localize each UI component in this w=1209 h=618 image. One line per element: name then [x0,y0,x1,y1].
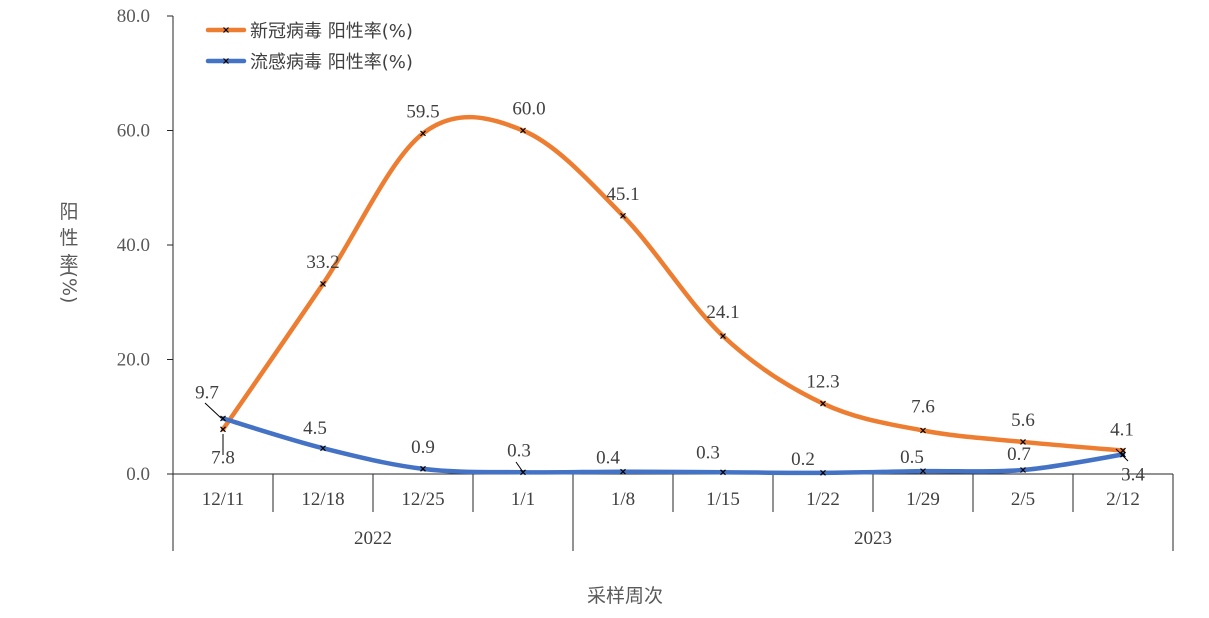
label-leader-line [1115,448,1124,457]
data-point-marker [620,468,626,475]
data-label: 0.2 [791,449,815,470]
legend-label-2: 流感病毒 阳性率(%) [250,52,413,73]
legend-label-1: 新冠病毒 阳性率(%) [250,21,413,42]
data-point-marker [820,469,826,476]
data-point-marker [1020,467,1026,473]
data-label: 24.1 [706,302,739,323]
x-tick-label: 1/22 [806,489,840,510]
x-tick-label: 12/18 [301,489,344,510]
data-point-marker [320,445,326,452]
series-line-1 [220,114,1126,453]
data-label: 59.5 [406,101,439,122]
data-label: 7.6 [911,396,935,417]
x-tick-label: 1/1 [511,489,535,510]
y-tick-label: 40.0 [117,235,150,256]
data-label: 4.1 [1110,420,1134,441]
data-label: 5.6 [1011,410,1035,431]
data-point-marker [220,426,226,433]
data-point-marker [720,469,726,476]
data-label: 12.3 [806,372,839,393]
label-leader-line [204,402,222,419]
data-point-marker [1120,451,1126,458]
data-point-marker [320,281,326,287]
data-label: 0.7 [1007,444,1031,465]
data-label: 0.3 [696,442,720,463]
data-point-marker [920,427,926,434]
data-label: 3.4 [1121,465,1145,486]
data-point-marker [620,212,626,219]
label-leader-line [515,461,524,473]
data-label: 0.9 [411,437,435,458]
y-axis-title: 阳 [59,201,78,223]
x-tick-label: 12/11 [202,489,245,510]
data-point-marker [420,465,426,472]
x-axis-title: 采样周次 [587,585,663,607]
legend-marker-2 [223,58,229,64]
label-leader-line [1122,455,1129,462]
x-tick-label: 1/15 [706,489,740,510]
data-label: 0.3 [507,440,531,461]
x-tick-label: 2/5 [1011,489,1035,510]
x-group-label: 2022 [354,528,392,549]
x-group-label: 2023 [854,528,892,549]
data-label: 0.5 [900,447,924,468]
data-point-marker [720,333,726,339]
legend-marker-1 [223,27,229,33]
data-point-marker [820,400,826,407]
x-tick-label: 1/29 [906,489,940,510]
data-point-marker [420,130,426,137]
data-label: 0.4 [596,448,620,469]
data-label: 33.2 [306,252,339,273]
y-tick-label: 20.0 [117,350,150,371]
x-tick-label: 1/8 [611,489,635,510]
x-tick-label: 2/12 [1106,489,1140,510]
data-label: 4.5 [303,418,327,439]
y-tick-label: 80.0 [117,6,150,27]
y-axis-title: 率 [59,253,78,275]
data-label: 9.7 [195,382,219,403]
data-point-marker [520,127,526,134]
data-point-marker [220,415,226,422]
y-tick-label: 0.0 [126,464,150,485]
data-label: 7.8 [211,447,235,468]
y-axis-title: 性 [59,227,78,249]
series-line-2 [220,416,1126,476]
data-point-marker [920,468,926,475]
data-label: 60.0 [512,99,545,120]
x-tick-label: 12/25 [401,489,444,510]
y-tick-label: 60.0 [117,121,150,142]
data-point-marker [520,469,526,476]
data-label: 45.1 [606,184,639,205]
y-axis-title: (%) [58,271,80,304]
data-point-marker [1020,439,1026,445]
